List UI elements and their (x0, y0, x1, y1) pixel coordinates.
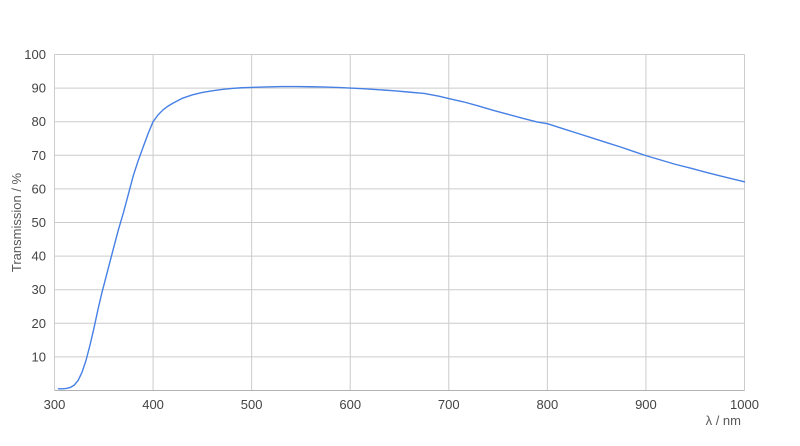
grid-lines (54, 54, 745, 391)
x-tick-label: 500 (241, 397, 263, 412)
y-tick-label: 20 (32, 316, 46, 331)
x-tick-label: 400 (142, 397, 164, 412)
x-tick-label: 300 (44, 397, 66, 412)
y-tick-label: 90 (32, 81, 46, 96)
y-tick-label: 60 (32, 181, 46, 196)
x-tick-label: 800 (537, 397, 559, 412)
x-tick-label: 900 (635, 397, 657, 412)
y-tick-label: 10 (32, 349, 46, 364)
y-tick-label: 30 (32, 282, 46, 297)
y-tick-label: 100 (24, 47, 46, 62)
y-tick-label: 80 (32, 114, 46, 129)
tick-labels: 300 400 500 600 700 800 900 1000 10 20 30 40 50 60 70 8… (24, 47, 759, 412)
x-tick-label: 1000 (730, 397, 759, 412)
x-axis-title: λ / nm (706, 413, 741, 428)
y-axis-title: Transmission / % (9, 172, 24, 272)
x-tick-label: 600 (339, 397, 361, 412)
y-tick-label: 70 (32, 148, 46, 163)
y-tick-label: 50 (32, 215, 46, 230)
x-tick-label: 700 (438, 397, 460, 412)
transmission-curve (57, 85, 746, 390)
y-tick-label: 40 (32, 249, 46, 264)
